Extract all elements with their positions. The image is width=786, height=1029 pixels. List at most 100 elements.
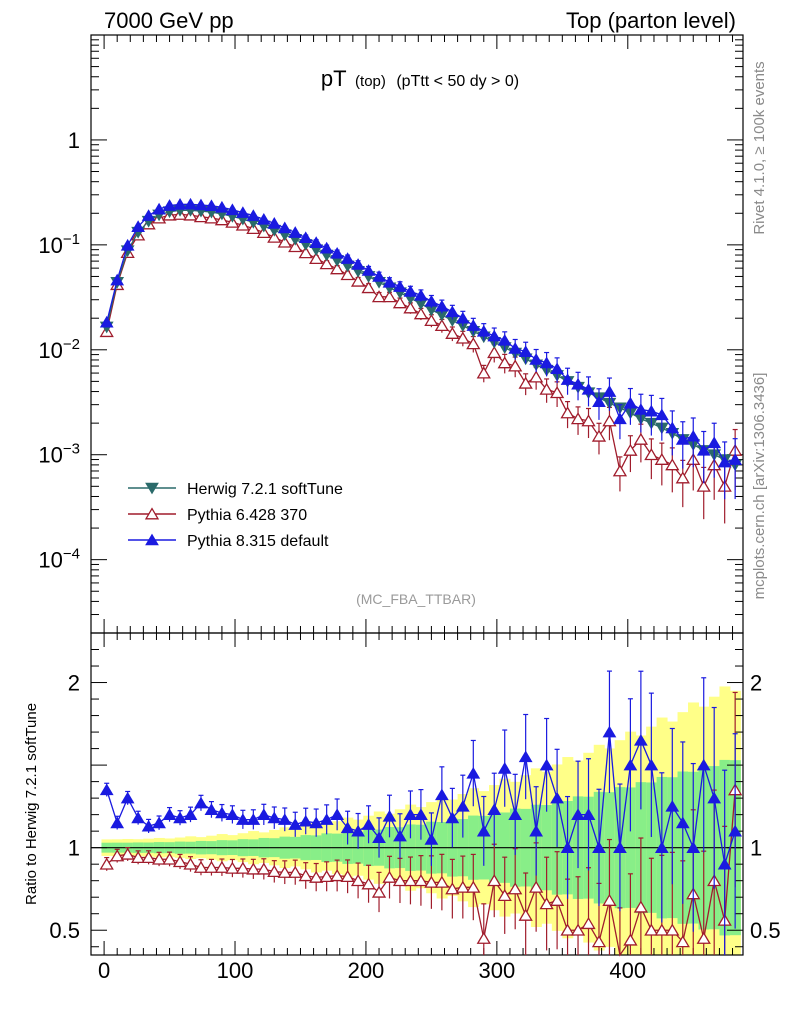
- ratio-point: [508, 882, 523, 895]
- data-point: [99, 315, 114, 328]
- data-point: [414, 288, 428, 301]
- ratio-point: [487, 874, 502, 887]
- ratio-point: [560, 923, 575, 936]
- analysis-watermark: (MC_FBA_TTBAR): [356, 591, 476, 607]
- ratio-point: [382, 809, 397, 822]
- ratio-point: [256, 808, 271, 820]
- ratio-point: [319, 813, 334, 825]
- x-tick-label: 0: [98, 958, 110, 983]
- data-point: [508, 359, 523, 372]
- data-point: [309, 236, 324, 248]
- data-point: [623, 396, 638, 409]
- y-tick-label-base: 10: [38, 338, 62, 363]
- x-tick-label: 200: [348, 958, 385, 983]
- ratio-point: [487, 803, 502, 815]
- legend-marker: [145, 533, 159, 546]
- y-tick-label-exp: −1: [63, 231, 80, 248]
- ratio-point: [508, 808, 523, 820]
- y-tick-label-base: 10: [38, 548, 62, 573]
- legend-label: Pythia 6.428 370: [187, 507, 307, 524]
- data-point: [717, 455, 732, 468]
- ratio-point: [623, 758, 638, 771]
- ratio-ylabel: Ratio to Herwig 7.2.1 softTune: [23, 703, 40, 905]
- data-point: [529, 353, 544, 365]
- data-point: [581, 382, 596, 395]
- data-point: [392, 296, 408, 309]
- ratio-point: [623, 933, 638, 946]
- series-pythia-6-428-370: [99, 207, 743, 524]
- data-point: [350, 274, 366, 287]
- ratio-point: [340, 869, 355, 883]
- data-point: [204, 199, 219, 212]
- ratio-point: [529, 880, 544, 893]
- y-tick-label: 10−1: [38, 231, 80, 258]
- ratio-point: [529, 824, 544, 837]
- data-point: [518, 376, 533, 389]
- data-point: [571, 377, 585, 390]
- data-point: [267, 217, 282, 229]
- ratio-point: [518, 750, 533, 763]
- ratio-y-tick-label-right: 1: [750, 836, 762, 861]
- legend: Herwig 7.2.1 softTune Pythia 6.428 370 Pyt…: [128, 481, 343, 550]
- ratio-point: [591, 935, 607, 948]
- ratio-point: [99, 783, 114, 796]
- data-point: [382, 275, 397, 288]
- ratio-point: [696, 758, 711, 771]
- ratio-point: [571, 808, 585, 820]
- ratio-point: [319, 869, 334, 883]
- ratio-point: [246, 813, 261, 825]
- y-tick-label: 10−4: [38, 546, 80, 573]
- ratio-point: [455, 799, 470, 812]
- ratio-point: [330, 869, 345, 882]
- ratio-point: [288, 818, 303, 830]
- ratio-point: [172, 855, 188, 868]
- ratio-point: [225, 861, 240, 874]
- ratio-point: [372, 831, 386, 844]
- data-point: [675, 433, 690, 445]
- data-point: [675, 471, 690, 484]
- upper-y-ticks: [91, 34, 743, 634]
- ratio-point: [602, 725, 617, 738]
- ratio-point: [675, 935, 690, 948]
- ratio-point: [277, 865, 292, 878]
- ratio-point: [675, 816, 690, 829]
- ratio-point: [131, 811, 146, 824]
- ratio-point: [539, 897, 554, 910]
- ratio-point: [549, 893, 565, 906]
- ratio-panel: 0 100 200 300 400 2 2 1 1 0.5 0.5: [49, 35, 781, 983]
- data-point: [351, 258, 365, 270]
- data-point: [654, 452, 669, 465]
- data-point: [518, 345, 533, 357]
- data-point: [340, 252, 355, 264]
- ratio-point: [110, 816, 125, 829]
- data-point: [644, 448, 659, 461]
- ratio-point: [183, 857, 198, 870]
- ratio-point: [497, 888, 512, 902]
- ratio-point: [613, 841, 627, 853]
- y-tick-label: 1: [68, 128, 80, 153]
- data-point: [466, 337, 481, 350]
- data-point: [728, 453, 743, 465]
- ratio-point: [194, 796, 208, 809]
- data-point: [529, 370, 544, 383]
- ratio-y-tick-label-right: 2: [750, 671, 762, 696]
- data-point: [110, 273, 125, 286]
- ratio-point: [665, 923, 680, 936]
- ratio-point: [581, 808, 596, 820]
- data-point: [455, 311, 470, 324]
- data-point: [288, 240, 303, 253]
- x-axis-ticks: [103, 35, 734, 955]
- data-point: [235, 206, 250, 218]
- ratio-point: [120, 847, 135, 860]
- data-point: [497, 333, 512, 346]
- data-point: [445, 326, 460, 339]
- ratio-point: [162, 808, 177, 820]
- ratio-point: [466, 766, 481, 779]
- ratio-point: [151, 852, 167, 865]
- x-tick-label: 300: [479, 958, 516, 983]
- data-point: [152, 202, 166, 215]
- data-point: [613, 412, 627, 425]
- series-pythia-8-315-default: [99, 197, 743, 500]
- ratio-point: [393, 829, 407, 842]
- data-point: [246, 209, 261, 221]
